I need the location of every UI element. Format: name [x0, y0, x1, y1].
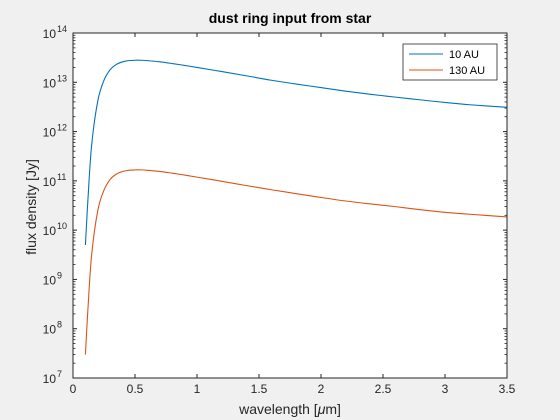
- y-tick-label-exponent: 10: [57, 221, 67, 231]
- y-tick-label-exponent: 11: [57, 172, 66, 182]
- legend-label: 130 AU: [449, 65, 485, 77]
- x-tick-label: 3.5: [499, 382, 516, 396]
- y-tick-label-base: 10: [43, 76, 57, 90]
- y-tick-label-exponent: 13: [57, 73, 67, 83]
- y-tick: 10 13: [43, 73, 507, 90]
- plot-frame: [72, 32, 508, 379]
- legend-label: 10 AU: [449, 49, 479, 61]
- series-layer: [84, 59, 508, 355]
- x-tick-label: 2: [318, 382, 325, 396]
- x-tick: 1.5: [251, 33, 268, 396]
- y-tick-label-base: 10: [43, 323, 57, 337]
- y-axis-label: flux density [Jy]: [23, 159, 39, 255]
- y-tick-label-exponent: 14: [57, 24, 67, 34]
- y-tick-label-base: 10: [43, 372, 57, 386]
- chart-title: dust ring input from star: [209, 10, 372, 26]
- legend-entry: 130 AU: [409, 65, 485, 77]
- y-tick-label-base: 10: [43, 27, 57, 41]
- x-axis-ticks: 0 0.5 1 1.5 2 2.5 3 3.5: [70, 33, 516, 396]
- x-axis-label-mu: μ: [317, 401, 326, 417]
- y-tick: 10 7: [43, 369, 507, 386]
- y-tick-label-base: 10: [43, 175, 57, 189]
- y-tick: 10 11: [43, 172, 507, 189]
- x-axis-label: wavelength [μm]: [238, 401, 341, 417]
- y-tick-label-exponent: 7: [57, 369, 62, 379]
- x-tick-label: 3: [442, 382, 449, 396]
- x-tick: 3: [442, 33, 449, 396]
- x-tick-label: 0.5: [127, 382, 144, 396]
- y-tick: 10 12: [43, 123, 507, 140]
- x-axis-label-main: wavelength [: [238, 401, 318, 417]
- legend-box: [402, 43, 498, 81]
- y-tick-label-exponent: 8: [57, 320, 62, 330]
- x-tick-label: 1: [194, 382, 201, 396]
- series-line-1: [84, 59, 508, 246]
- x-tick-label: 2.5: [375, 382, 392, 396]
- series-line-2: [84, 169, 508, 355]
- y-tick-label-base: 10: [43, 126, 57, 140]
- x-axis-label-unit: m]: [325, 401, 341, 417]
- legend-entry: 10 AU: [409, 49, 479, 61]
- x-tick-label: 1.5: [251, 382, 268, 396]
- y-tick: 10 9: [43, 270, 507, 287]
- x-tick: 0.5: [127, 33, 144, 396]
- y-tick: 10 10: [43, 221, 507, 238]
- y-tick-label-base: 10: [43, 273, 57, 287]
- x-tick: 1: [194, 33, 201, 396]
- x-tick: 3.5: [499, 33, 516, 396]
- legend: 10 AU 130 AU: [402, 43, 498, 81]
- plot-area: [73, 33, 507, 378]
- x-tick: 2: [318, 33, 325, 396]
- y-tick-label-exponent: 9: [57, 270, 62, 280]
- x-tick-label: 0: [70, 382, 77, 396]
- y-tick: 10 14: [43, 24, 507, 41]
- y-tick-label-base: 10: [43, 224, 57, 238]
- x-tick: 2.5: [375, 33, 392, 396]
- y-tick-label-exponent: 12: [57, 123, 67, 133]
- y-tick: 10 8: [43, 320, 507, 337]
